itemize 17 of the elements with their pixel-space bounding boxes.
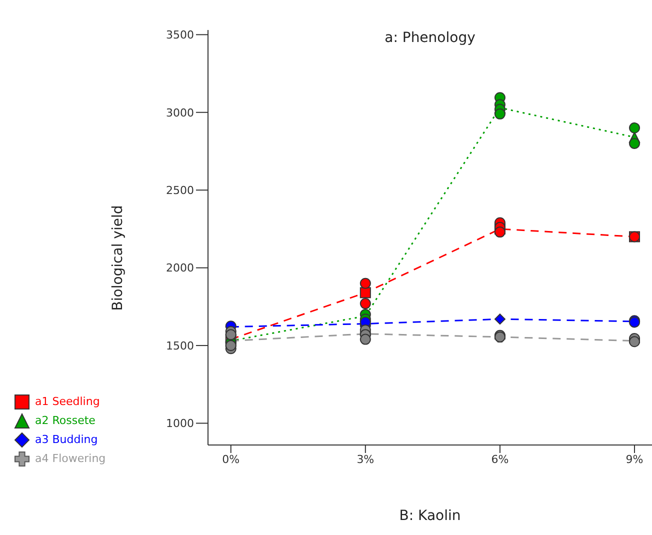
x-tick-label: 6% xyxy=(491,452,509,466)
y-tick-label: 1500 xyxy=(166,339,194,352)
y-tick-label: 2000 xyxy=(166,262,194,275)
y-axis-title: Biological yield xyxy=(110,205,126,311)
legend-label: a4 Flowering xyxy=(35,452,106,465)
x-tick-label: 3% xyxy=(356,452,374,466)
y-tick-label: 1000 xyxy=(166,417,194,430)
x-axis-title: B: Kaolin xyxy=(398,508,462,524)
chart-title: a: Phenology xyxy=(384,30,476,46)
x-tick-label: 0% xyxy=(222,452,240,466)
y-tick-label: 3000 xyxy=(166,106,194,120)
x-tick-label: 9% xyxy=(626,452,644,466)
legend-label: a1 Seedling xyxy=(35,395,100,408)
y-tick-label: 3500 xyxy=(166,28,194,42)
y-tick-label: 2500 xyxy=(166,184,194,197)
legend-label: a3 Budding xyxy=(35,433,98,446)
legend-label: a2 Rossete xyxy=(35,414,96,427)
